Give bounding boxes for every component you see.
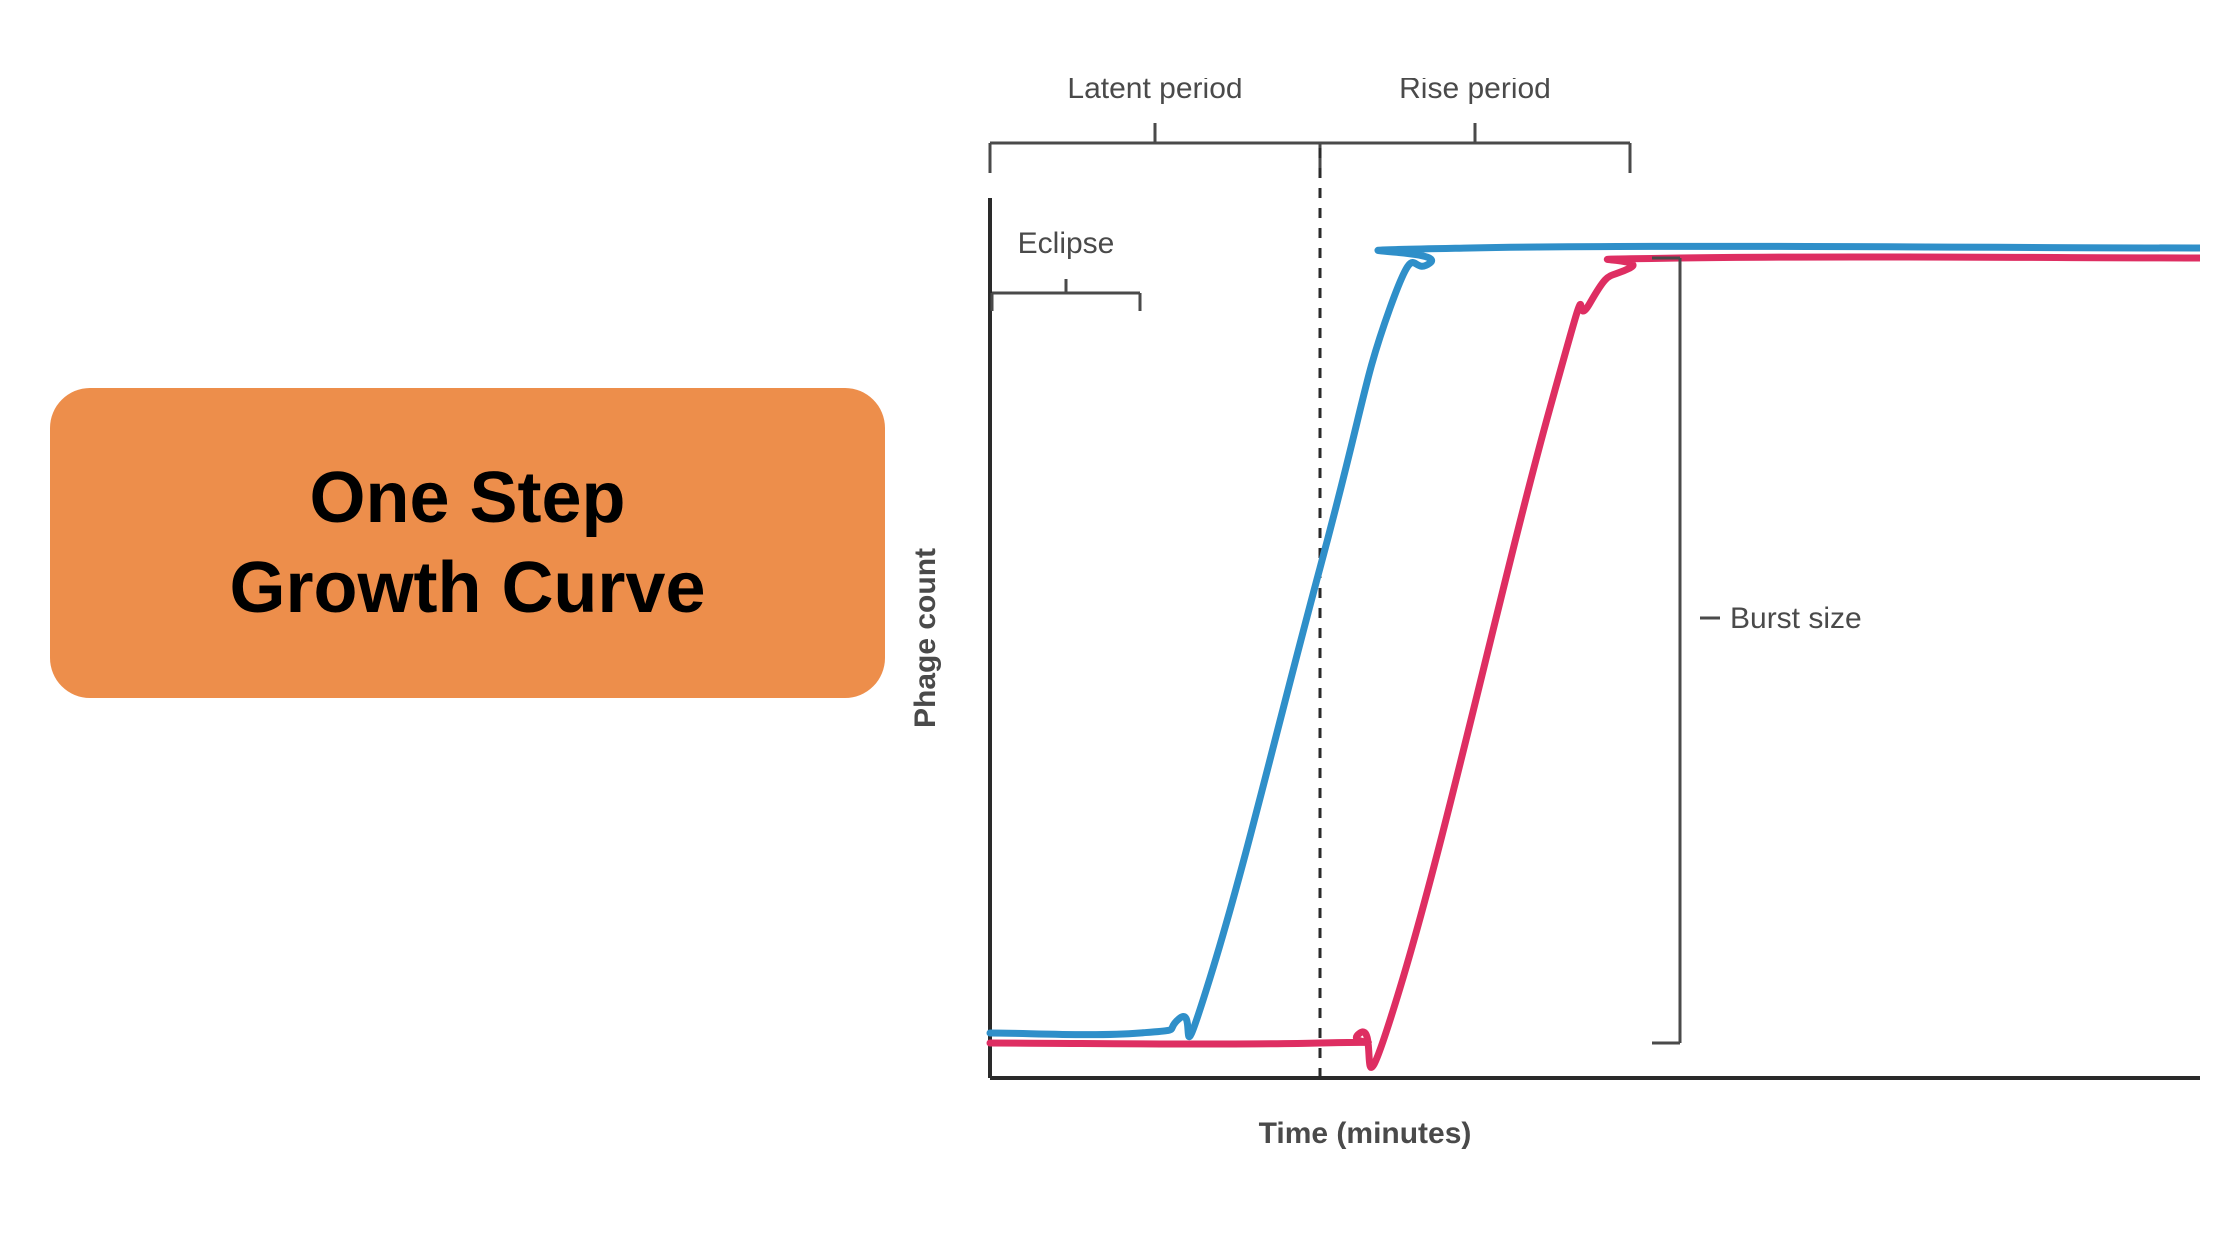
burst-size-label: Burst size	[1730, 602, 1862, 635]
chart-svg: Time (minutes) Phage count Latent period Ri…	[890, 78, 2200, 1158]
figure-container: One Step Growth Curve Time (minutes) Phag…	[0, 0, 2240, 1260]
curve-blue	[990, 246, 2200, 1036]
rise-period-label: Rise period	[1399, 78, 1551, 105]
latent-period-label: Latent period	[1067, 78, 1242, 105]
x-axis-label: Time (minutes)	[1259, 1117, 1472, 1150]
title-text: One Step Growth Curve	[229, 453, 705, 633]
title-line-1: One Step	[309, 458, 625, 538]
title-line-2: Growth Curve	[229, 548, 705, 628]
title-badge: One Step Growth Curve	[50, 388, 885, 698]
curve-red	[990, 257, 2200, 1068]
eclipse-label: Eclipse	[1018, 227, 1115, 260]
y-axis-label: Phage count	[909, 548, 942, 728]
growth-curve-chart: Time (minutes) Phage count Latent period Ri…	[890, 78, 2200, 1158]
